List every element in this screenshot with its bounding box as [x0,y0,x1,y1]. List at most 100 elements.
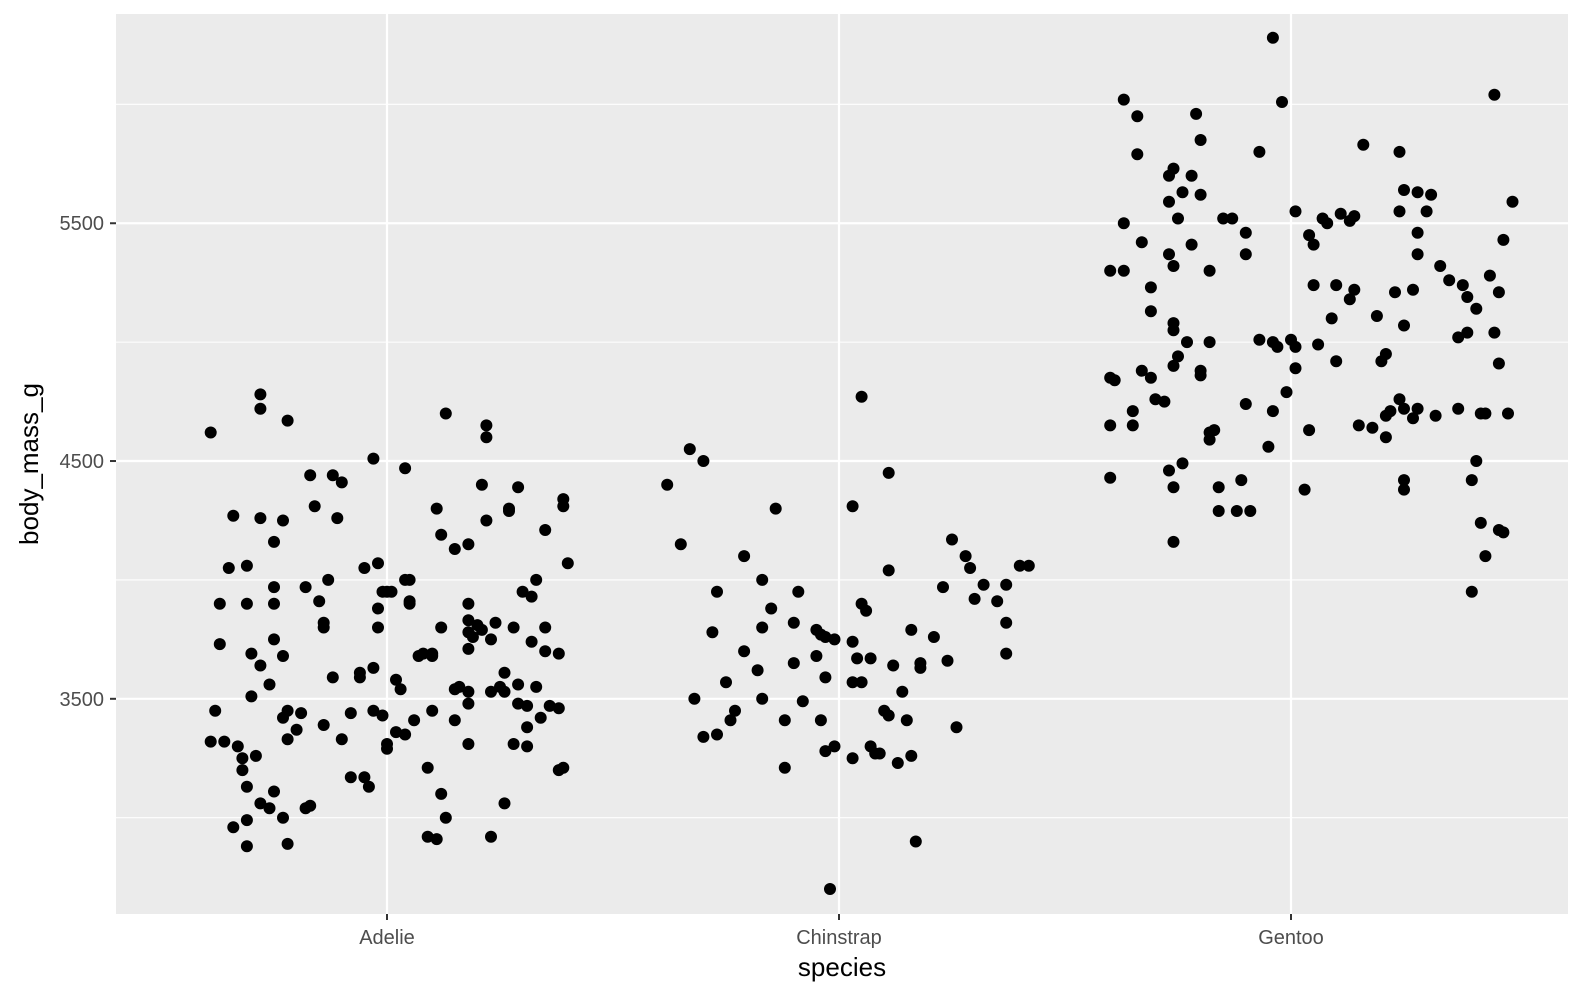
data-point [1144,305,1157,318]
data-point [480,431,493,444]
data-point [1131,110,1144,123]
data-point [498,666,511,679]
data-point [376,709,389,722]
data-point [462,738,475,750]
data-point [1104,264,1117,277]
data-point [1289,340,1302,353]
data-point [539,621,552,634]
data-point [530,680,543,693]
data-point [1163,195,1175,208]
data-point [756,621,769,634]
data-point [485,830,497,843]
data-point [711,728,723,741]
data-point [1194,188,1207,201]
data-point [372,621,384,634]
data-point [706,626,719,639]
data-point [796,695,809,708]
data-point [1244,505,1257,517]
data-point [1194,134,1207,146]
data-point [281,837,294,850]
data-point [1352,419,1365,432]
data-point [435,787,448,800]
data-point [1307,279,1320,292]
data-point [1203,264,1216,277]
data-point [512,678,525,691]
data-point [1230,505,1243,517]
data-point [304,469,317,482]
data-point [1334,207,1347,220]
data-point [552,702,565,715]
data-point [846,676,859,689]
data-point [209,704,222,717]
data-point [313,595,326,608]
data-point [1506,195,1519,208]
data-point [367,452,380,465]
data-point [525,635,538,648]
data-point [1357,138,1370,151]
data-point [1379,431,1392,444]
data-point [1117,93,1130,106]
data-point [539,645,552,658]
data-point [394,683,407,696]
data-point [1479,550,1492,563]
data-point [1461,326,1474,339]
data-point [543,699,556,712]
data-point [674,538,687,551]
data-point [1167,324,1180,337]
data-point [769,502,782,515]
data-point [462,597,475,610]
data-point [403,597,416,610]
data-point [1452,331,1465,344]
data-point [462,538,475,551]
y-axis: 3500 4500 5500 [60,213,116,711]
data-point [1393,145,1406,158]
data-point [1108,374,1121,387]
data-point [1483,269,1496,282]
data-point [557,761,570,774]
data-point [1370,310,1383,322]
data-point [236,764,249,777]
data-point [900,714,913,727]
data-point [1488,88,1501,101]
data-point [403,573,416,586]
data-point [756,573,769,586]
x-tick-label: Chinstrap [796,927,882,949]
data-point [439,811,452,824]
data-point [1289,362,1302,375]
data-point [421,830,434,843]
data-point [299,581,312,594]
data-point [254,659,267,672]
data-point [485,633,497,646]
y-tick-label: 5500 [60,213,105,235]
data-point [281,733,294,746]
major-gridlines [116,14,1568,914]
data-point [1307,238,1320,251]
data-point [697,455,710,467]
data-point [236,752,249,765]
data-point [448,543,461,555]
data-point [1167,260,1180,272]
data-point [462,685,475,698]
data-point [507,621,520,634]
data-point [778,761,791,774]
data-point [1398,402,1410,415]
data-point [860,604,873,617]
data-point [512,697,525,710]
data-point [417,647,430,660]
data-point [905,749,918,762]
data-point [1407,412,1419,425]
data-point [498,685,511,698]
data-point [512,481,525,494]
data-point [525,590,538,603]
data-point [1456,279,1469,292]
data-point [326,469,339,482]
data-point [240,840,253,853]
data-point [787,657,800,670]
data-point [1411,186,1424,199]
data-point [231,740,244,753]
data-point [1321,217,1334,230]
data-point [1398,184,1410,196]
data-point [1262,440,1275,453]
data-point [1226,212,1239,225]
